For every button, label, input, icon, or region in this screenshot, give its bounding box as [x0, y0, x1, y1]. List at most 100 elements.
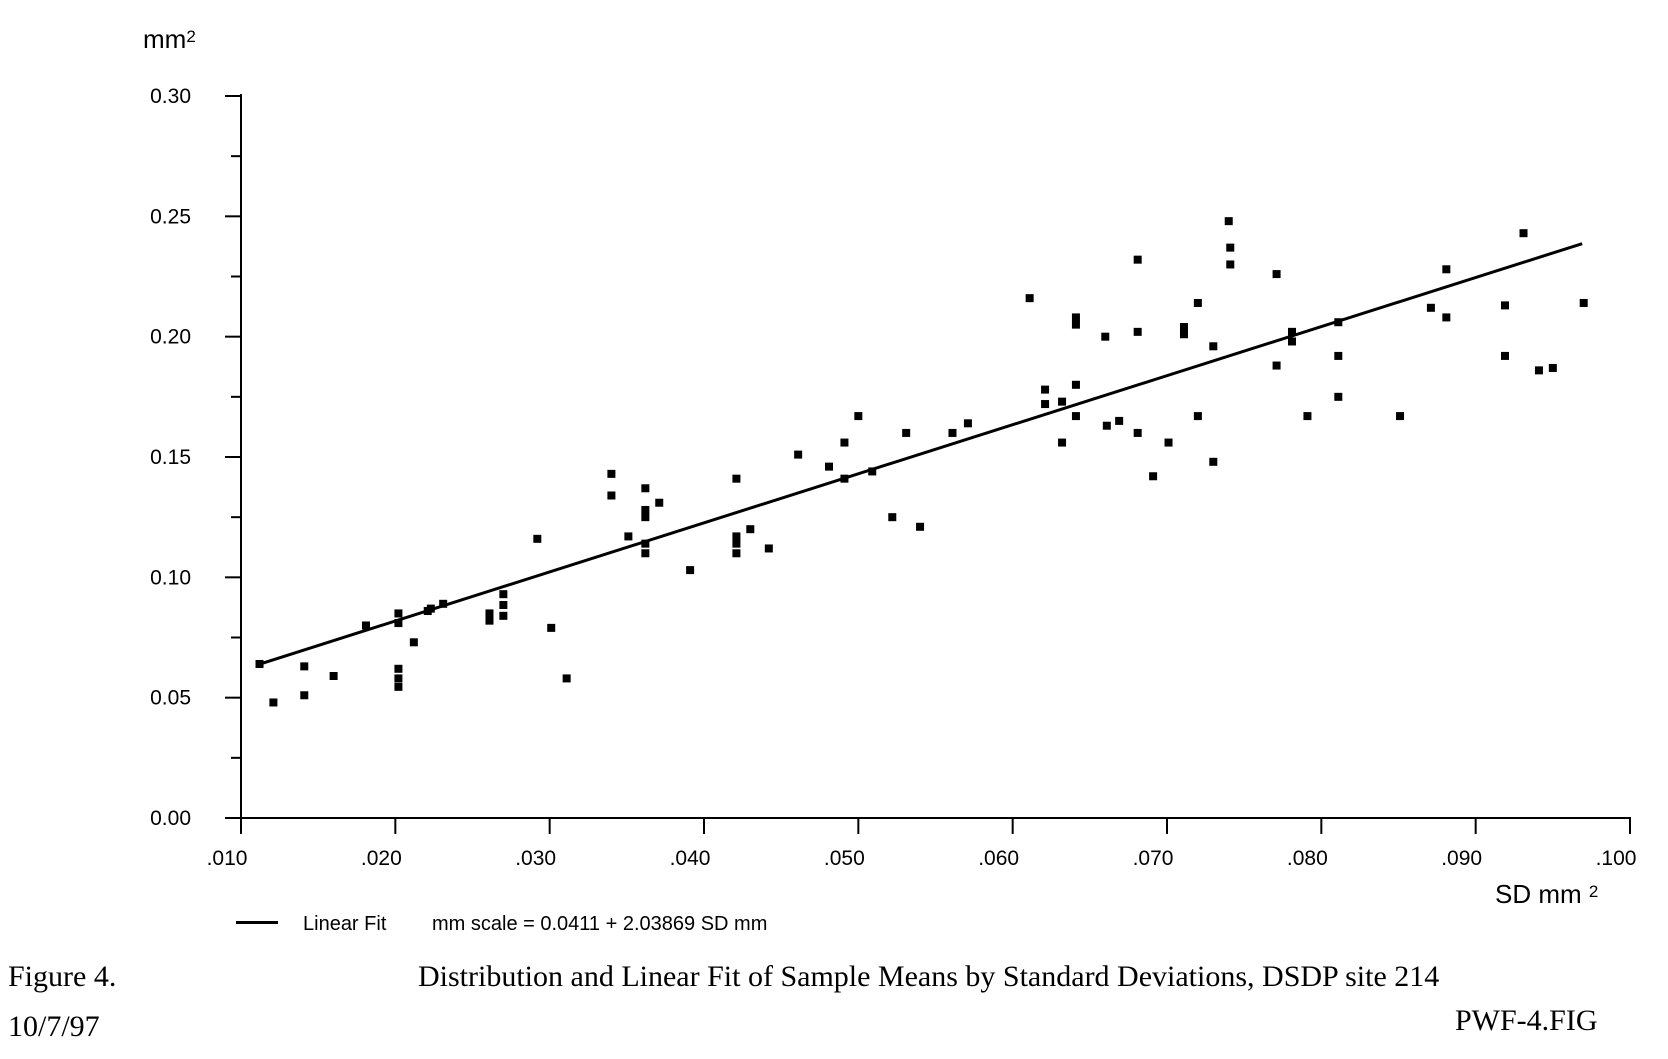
y-tick-label: 0.25: [150, 205, 191, 228]
scatter-point: [1071, 380, 1080, 389]
scatter-point: [1149, 472, 1158, 481]
scatter-point: [1133, 327, 1142, 336]
scatter-point: [1272, 270, 1281, 279]
scatter-point: [868, 467, 877, 476]
scatter-point: [641, 549, 650, 558]
scatter-point: [409, 638, 418, 647]
scatter-point: [1226, 243, 1235, 252]
scatter-point: [1209, 457, 1218, 466]
scatter-point: [1224, 217, 1233, 226]
scatter-point: [1579, 298, 1588, 307]
scatter-point: [854, 412, 863, 421]
scatter-points: [255, 217, 1588, 707]
scatter-point: [624, 532, 633, 541]
figure-file-label: PWF-4.FIG: [1455, 1004, 1598, 1037]
scatter-point: [732, 539, 741, 548]
scatter-point: [1164, 438, 1173, 447]
scatter-point: [329, 672, 338, 681]
scatter-point: [1500, 351, 1509, 360]
figure-title: Distribution and Linear Fit of Sample Me…: [418, 960, 1440, 993]
scatter-point: [1226, 260, 1235, 269]
fit-equation-label: mm scale = 0.0411 + 2.03869 SD mm: [432, 913, 768, 935]
scatter-point: [562, 674, 571, 683]
x-tick-label: .090: [1441, 847, 1482, 870]
scatter-point: [963, 419, 972, 428]
scatter-point: [394, 674, 403, 683]
y-axis-unit-label: mm2: [143, 26, 196, 52]
x-tick-label: .040: [670, 847, 711, 870]
scatter-point: [732, 532, 741, 541]
scatter-point: [255, 659, 264, 668]
scatter-point: [825, 462, 834, 471]
scatter-point: [641, 505, 650, 514]
scatter-point: [746, 525, 755, 534]
scatter-point: [686, 566, 695, 575]
y-unit-text: mm: [143, 24, 187, 54]
scatter-point: [1179, 330, 1188, 339]
scatter-point: [1179, 323, 1188, 332]
x-tick-label: .010: [207, 847, 248, 870]
scatter-point: [1041, 385, 1050, 394]
y-tick-label: 0.05: [150, 687, 191, 710]
scatter-point: [607, 491, 616, 500]
y-tick-label: 0.00: [150, 807, 191, 830]
scatter-point: [1334, 351, 1343, 360]
scatter-point: [902, 428, 911, 437]
scatter-point: [888, 513, 897, 522]
x-tick-label: .020: [361, 847, 402, 870]
scatter-point: [485, 609, 494, 618]
y-unit-superscript: 2: [186, 27, 196, 46]
scatter-point: [1041, 400, 1050, 409]
scatter-point: [547, 623, 556, 632]
scatter-point: [1193, 298, 1202, 307]
scatter-point: [732, 549, 741, 558]
x-tick-label: .060: [978, 847, 1019, 870]
scatter-point: [607, 469, 616, 478]
scatter-point: [499, 590, 508, 599]
scatter-point: [641, 513, 650, 522]
linear-fit-line: [259, 242, 1583, 666]
figure-date: 10/7/97: [8, 1010, 100, 1043]
scatter-point: [655, 498, 664, 507]
legend-line-swatch: [236, 921, 278, 924]
y-tick-label: 0.10: [150, 566, 191, 589]
scatter-point: [1548, 363, 1557, 372]
scatter-point: [362, 621, 371, 630]
scatter-point: [1058, 397, 1067, 406]
scatter-point: [1071, 412, 1080, 421]
scatter-point: [394, 682, 403, 691]
scatter-point: [499, 611, 508, 620]
scatter-point: [764, 544, 773, 553]
scatter-point: [916, 522, 925, 531]
scatter-point: [1288, 327, 1297, 336]
scatter-point: [1500, 301, 1509, 310]
scatter-point: [439, 599, 448, 608]
x-tick-label: .030: [515, 847, 556, 870]
scatter-point: [794, 450, 803, 459]
scatter-point: [269, 698, 278, 707]
scatter-point: [1288, 337, 1297, 346]
scatter-point: [485, 616, 494, 625]
x-tick-label: .050: [824, 847, 865, 870]
scatter-point: [1071, 313, 1080, 322]
y-tick-label: 0.20: [150, 326, 191, 349]
scatter-point: [1193, 412, 1202, 421]
scatter-point: [1102, 421, 1111, 430]
scatter-point: [1133, 428, 1142, 437]
scatter-point: [1101, 332, 1110, 341]
scatter-point: [1334, 318, 1343, 327]
scatter-point: [499, 601, 508, 610]
scatter-point: [641, 484, 650, 493]
scatter-point: [533, 534, 542, 543]
scatter-point: [1209, 342, 1218, 351]
scatter-point: [732, 474, 741, 483]
scatter-point: [641, 539, 650, 548]
x-tick-label: .080: [1287, 847, 1328, 870]
y-tick-label: 0.30: [150, 85, 191, 108]
x-unit-text: SD mm: [1495, 879, 1582, 909]
scatter-point: [300, 662, 309, 671]
scatter-point: [948, 428, 957, 437]
x-unit-superscript: 2: [1588, 882, 1599, 901]
